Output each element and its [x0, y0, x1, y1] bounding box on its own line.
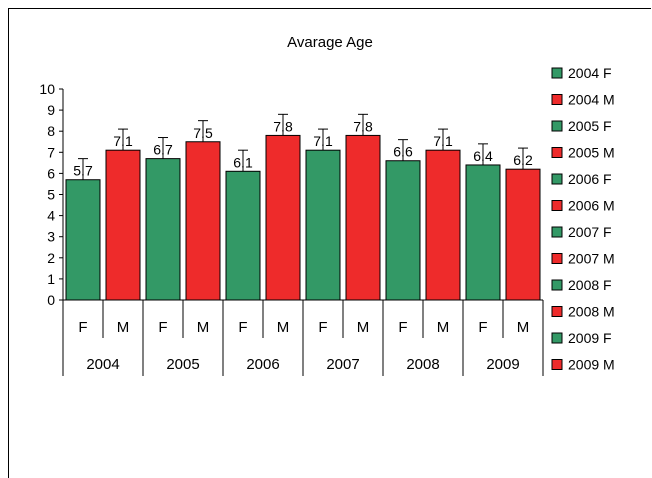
x-tick-label: F — [238, 319, 247, 336]
legend: 2004 F 2004 M 2005 F 2005 M 2006 F 2006 M 2007… — [551, 65, 615, 373]
legend-swatch — [551, 226, 563, 238]
y-tick-label: 9 — [47, 102, 55, 118]
data-label: 6.4 — [473, 148, 493, 164]
y-tick-label: 2 — [47, 250, 55, 266]
legend-label: 2008 M — [568, 304, 615, 320]
bar — [65, 179, 101, 301]
legend-label: 2005 M — [568, 145, 615, 161]
legend-swatch — [551, 147, 563, 158]
y-tick-label: 4 — [47, 208, 55, 224]
x-tick-label: M — [277, 319, 290, 336]
x-tick-label: M — [357, 319, 370, 336]
data-label: 7.1 — [113, 133, 133, 149]
bar — [265, 134, 301, 301]
x-group-label: 2006 — [246, 356, 279, 373]
legend-label: 2004 M — [568, 92, 615, 108]
legend-swatch — [551, 200, 563, 211]
x-group-label: 2005 — [166, 356, 199, 373]
legend-label: 2009 F — [568, 330, 612, 346]
legend-swatch — [551, 67, 563, 79]
bar — [145, 158, 181, 301]
y-tick-label: 3 — [47, 229, 55, 245]
x-tick-label: F — [158, 319, 167, 336]
data-label: 7.8 — [353, 118, 373, 134]
data-label: 6.6 — [393, 144, 413, 160]
x-tick-label: F — [478, 319, 487, 336]
y-tick-label: 1 — [47, 271, 55, 287]
x-tick-label: M — [117, 319, 130, 336]
chart-title: Avarage Age — [287, 34, 373, 51]
data-label: 7.8 — [273, 118, 293, 134]
legend-swatch — [551, 173, 563, 185]
data-label: 7.1 — [433, 133, 453, 149]
bar — [385, 160, 421, 301]
y-tick-label: 10 — [39, 81, 55, 97]
x-tick-label: F — [318, 319, 327, 336]
x-tick-label: M — [197, 319, 210, 336]
y-tick-label: 8 — [47, 123, 55, 139]
legend-swatch — [551, 94, 563, 105]
data-label: 6.2 — [513, 152, 533, 168]
legend-swatch — [551, 359, 563, 370]
chart-area — [8, 8, 651, 478]
x-tick-label: F — [78, 319, 87, 336]
legend-label: 2007 F — [568, 224, 612, 240]
data-label: 6.1 — [233, 154, 253, 170]
legend-swatch — [551, 253, 563, 264]
bar — [425, 149, 461, 301]
legend-label: 2005 F — [568, 118, 612, 134]
legend-swatch — [551, 279, 563, 291]
x-group-label: 2009 — [486, 356, 519, 373]
bar — [345, 134, 381, 301]
bar — [465, 164, 501, 301]
legend-swatch — [551, 120, 563, 132]
data-label: 5.7 — [73, 163, 93, 179]
legend-label: 2007 M — [568, 251, 615, 267]
legend-swatch — [551, 306, 563, 317]
y-tick-label: 6 — [47, 165, 55, 181]
bar — [225, 170, 261, 301]
bar — [505, 168, 541, 301]
legend-label: 2009 M — [568, 357, 615, 373]
y-tick-label: 0 — [47, 292, 55, 308]
x-group-label: 2008 — [406, 356, 439, 373]
x-tick-label: F — [398, 319, 407, 336]
bar — [185, 141, 221, 301]
data-label: 6.7 — [153, 142, 173, 158]
y-tick-label: 7 — [47, 144, 55, 160]
x-tick-label: M — [517, 319, 530, 336]
legend-swatch — [551, 332, 563, 344]
data-label: 7.1 — [313, 133, 333, 149]
x-group-label: 2007 — [326, 356, 359, 373]
legend-label: 2006 M — [568, 198, 615, 214]
legend-label: 2008 F — [568, 277, 612, 293]
x-group-label: 2004 — [86, 356, 119, 373]
legend-label: 2006 F — [568, 171, 612, 187]
bar — [105, 149, 141, 301]
x-tick-label: M — [437, 319, 450, 336]
legend-label: 2004 F — [568, 65, 612, 81]
data-label: 7.5 — [193, 125, 213, 141]
bar — [305, 149, 341, 301]
plot-area: 0 1 2 3 4 5 6 7 8 9 10 5.7 7.1 6.7 7.5 6.1 7.8 7.1 7.8 6.6 7… — [39, 81, 544, 376]
y-tick-label: 5 — [47, 187, 55, 203]
